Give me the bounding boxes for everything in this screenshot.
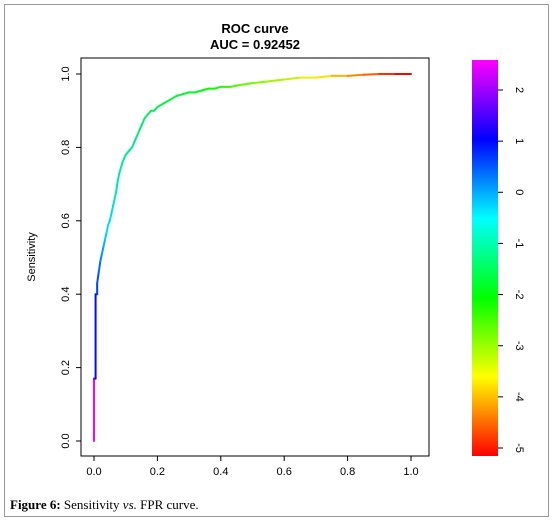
y-tick-label: 0.8 [60,140,72,155]
x-tick-label: 1.0 [403,466,418,478]
roc-segment [104,230,108,241]
colorbar-tick-label: -3 [513,341,525,351]
colorbar-tick-label: 2 [513,87,525,93]
colorbar-tick-label: -5 [513,443,525,453]
roc-segment [110,205,115,215]
x-tick-label: 0.4 [213,466,228,478]
roc-segment [113,190,118,200]
roc-segment [131,139,137,149]
roc-segment [251,80,270,85]
roc-segment [115,179,119,193]
x-tick-label: 0.6 [277,466,292,478]
colorbar-tick-label: 0 [513,189,525,195]
y-tick-label: 0.4 [60,287,72,302]
colorbar-tick-label: 1 [513,138,525,144]
x-axis: 0.0 0.2 0.4 0.6 0.8 1.0 [86,455,419,478]
figure-caption: Figure 6: Sensitivity vs. FPR curve. [10,497,199,513]
roc-segment [99,252,103,263]
y-axis: 0.0 0.2 0.4 0.6 0.8 1.0 [60,66,82,449]
colorbar-tick-label: -2 [513,290,525,300]
roc-segment [346,73,365,77]
roc-segment [200,87,210,92]
roc-segment [362,73,381,76]
x-tick-label: 0.0 [86,466,101,478]
roc-segment [137,124,143,134]
caption-label: Figure 6: [10,497,61,512]
caption-text-before: Sensitivity [60,497,123,512]
roc-segment [105,223,110,233]
plot-area-border [80,57,430,457]
chart-title: ROC curve [221,21,288,36]
roc-segment [181,91,191,96]
roc-segment [267,78,286,83]
y-tick-label: 0.2 [60,360,72,375]
roc-segment [102,238,107,248]
y-axis-label: Sensitivity [26,232,38,282]
roc-segment [96,271,100,285]
roc-segment [121,153,127,164]
y-tick-label: 1.0 [60,66,72,81]
x-tick-label: 0.2 [150,466,165,478]
roc-segment [283,76,302,81]
roc-segment [100,245,105,255]
x-tick-label: 0.8 [340,466,355,478]
roc-segment [108,212,113,222]
roc-segment [194,89,203,94]
roc-segment [140,117,146,127]
roc-segment [162,98,172,105]
colorbar-axis: 2 1 0 -1 -2 -3 -4 -5 [498,87,525,453]
roc-segment [169,95,178,101]
y-tick-label: 0.6 [60,213,72,228]
roc-curve [93,73,412,442]
roc-segment [118,161,124,175]
roc-segment [156,102,165,109]
roc-segment [238,82,254,87]
chart-subtitle: AUC = 0.92452 [210,37,300,52]
colorbar-tick-label: -4 [513,392,525,402]
roc-segment [116,172,121,182]
roc-segment [97,260,102,274]
colorbar [472,60,498,456]
caption-text-after: FPR curve. [136,497,199,512]
roc-segment [213,85,222,90]
caption-text-italic: vs. [122,497,137,512]
roc-segment [112,197,116,208]
roc-segment [175,93,184,98]
y-tick-label: 0.0 [60,433,72,448]
roc-segment [134,131,140,142]
roc-segment [229,84,241,88]
colorbar-tick-label: -1 [513,239,525,249]
roc-segment [314,74,333,79]
